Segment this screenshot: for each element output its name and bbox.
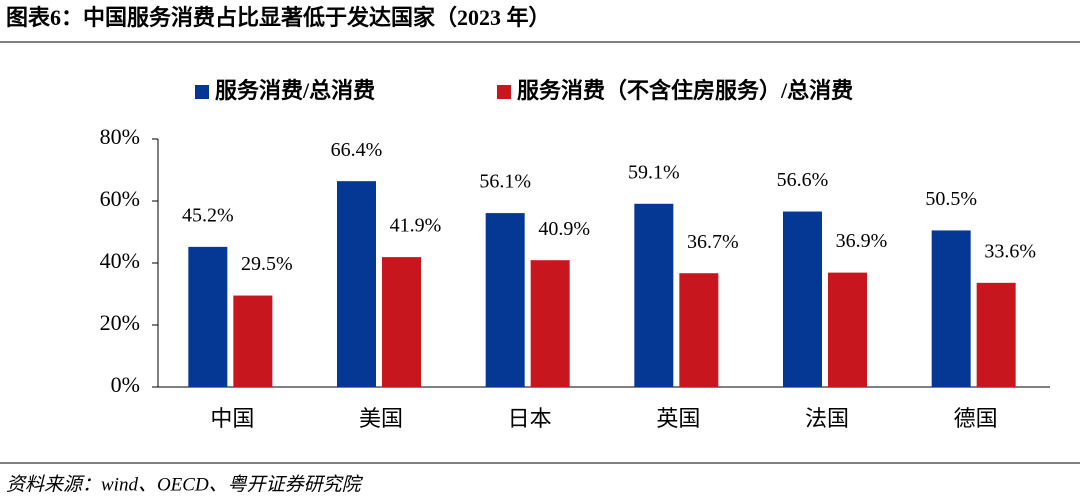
x-tick-label: 日本 bbox=[508, 406, 552, 431]
bar bbox=[382, 257, 421, 387]
y-tick-label: 40% bbox=[100, 248, 140, 273]
value-label: 56.1% bbox=[479, 171, 531, 193]
legend-label: 服务消费/总消费 bbox=[215, 78, 375, 103]
value-label: 50.5% bbox=[925, 188, 977, 210]
x-tick-label: 德国 bbox=[954, 406, 998, 431]
y-tick-label: 60% bbox=[100, 186, 140, 211]
bar bbox=[337, 181, 376, 387]
value-label: 36.9% bbox=[836, 230, 888, 252]
x-tick-label: 中国 bbox=[210, 406, 254, 431]
legend-swatch bbox=[497, 85, 511, 99]
y-tick-label: 20% bbox=[100, 310, 140, 335]
value-label: 66.4% bbox=[331, 139, 383, 161]
chart-title: 图表6：中国服务消费占比显著低于发达国家（2023 年） bbox=[6, 5, 551, 30]
bar bbox=[233, 295, 273, 387]
value-label: 29.5% bbox=[241, 253, 293, 275]
y-tick-label: 0% bbox=[111, 372, 140, 397]
value-label: 59.1% bbox=[628, 161, 680, 183]
bar bbox=[485, 213, 525, 387]
x-tick-label: 美国 bbox=[359, 406, 403, 431]
value-label: 41.9% bbox=[390, 215, 442, 237]
legend-swatch bbox=[195, 85, 209, 99]
value-label: 40.9% bbox=[538, 218, 590, 240]
bar bbox=[634, 203, 674, 387]
y-tick-label: 80% bbox=[100, 124, 140, 149]
value-label: 45.2% bbox=[182, 204, 234, 226]
source: 资料来源：wind、OECD、粤开证券研究院 bbox=[6, 473, 364, 495]
bar bbox=[976, 282, 1016, 387]
value-label: 33.6% bbox=[984, 240, 1036, 262]
bar bbox=[679, 273, 719, 387]
value-label: 36.7% bbox=[687, 231, 739, 253]
bar bbox=[828, 272, 867, 387]
bar bbox=[530, 260, 570, 387]
bar bbox=[931, 230, 971, 387]
legend-label: 服务消费（不含住房服务）/总消费 bbox=[517, 78, 853, 103]
x-tick-label: 英国 bbox=[656, 406, 700, 431]
value-label: 56.6% bbox=[777, 169, 829, 191]
bar bbox=[783, 211, 822, 387]
x-tick-label: 法国 bbox=[805, 406, 849, 431]
bar bbox=[188, 246, 228, 387]
